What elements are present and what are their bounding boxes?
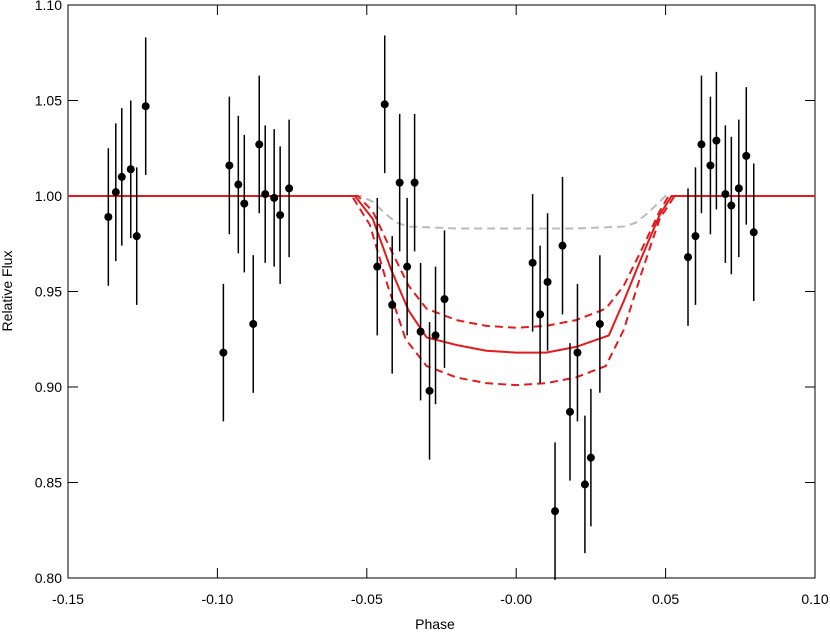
y-tick-label: 0.95 bbox=[35, 284, 62, 300]
data-point bbox=[697, 140, 706, 149]
data-point bbox=[416, 327, 425, 336]
data-point bbox=[395, 178, 404, 187]
data-point bbox=[240, 199, 249, 208]
y-tick-label: 1.00 bbox=[35, 188, 62, 204]
data-point bbox=[742, 151, 751, 160]
y-tick-label: 0.80 bbox=[35, 570, 62, 586]
data-point bbox=[410, 178, 419, 187]
data-point bbox=[249, 319, 258, 328]
data-point bbox=[234, 180, 243, 189]
data-point bbox=[580, 480, 589, 489]
y-axis-label: Relative Flux bbox=[0, 251, 15, 332]
data-point bbox=[403, 262, 412, 271]
data-point bbox=[261, 190, 270, 199]
data-point bbox=[565, 407, 574, 416]
data-point bbox=[543, 277, 552, 286]
data-point bbox=[219, 348, 228, 357]
data-point bbox=[270, 193, 279, 202]
data-point bbox=[528, 258, 537, 267]
y-tick-label: 1.10 bbox=[35, 0, 62, 13]
data-point bbox=[285, 184, 294, 193]
plot-frame bbox=[67, 4, 816, 579]
data-point bbox=[595, 319, 604, 328]
x-axis-label: Phase bbox=[415, 616, 455, 632]
data-point bbox=[431, 331, 440, 340]
x-tick-label: 0.05 bbox=[652, 591, 679, 607]
x-tick-label: -0.10 bbox=[201, 591, 233, 607]
model-line bbox=[68, 195, 815, 230]
model-line bbox=[68, 195, 815, 387]
data-point bbox=[749, 228, 758, 237]
data-point bbox=[111, 188, 120, 197]
data-point bbox=[536, 310, 545, 319]
data-point bbox=[425, 386, 434, 395]
y-tick-label: 0.85 bbox=[35, 475, 62, 491]
data-point bbox=[388, 300, 397, 309]
data-point bbox=[551, 507, 560, 516]
model-line bbox=[68, 195, 815, 329]
data-point bbox=[440, 295, 449, 304]
x-tick-label: -0.05 bbox=[351, 591, 383, 607]
data-point bbox=[721, 190, 730, 199]
y-tick-label: 1.05 bbox=[35, 93, 62, 109]
data-point bbox=[104, 213, 113, 222]
data-point bbox=[225, 161, 234, 170]
data-point bbox=[276, 211, 285, 220]
data-point bbox=[117, 172, 126, 181]
data-point bbox=[573, 348, 582, 357]
data-point bbox=[132, 232, 141, 241]
model-line bbox=[68, 195, 815, 354]
data-point bbox=[684, 253, 693, 262]
data-point bbox=[373, 262, 382, 271]
x-tick-label: -0.00 bbox=[500, 591, 532, 607]
data-point bbox=[727, 201, 736, 210]
data-point bbox=[126, 165, 135, 174]
x-tick-label: -0.15 bbox=[52, 591, 84, 607]
y-tick-label: 0.90 bbox=[35, 379, 62, 395]
data-point bbox=[380, 100, 389, 109]
data-point bbox=[691, 232, 700, 241]
data-point bbox=[586, 453, 595, 462]
data-point bbox=[255, 140, 264, 149]
data-point bbox=[734, 184, 743, 193]
data-point bbox=[712, 136, 721, 145]
data-point bbox=[558, 241, 567, 250]
data-point bbox=[141, 102, 150, 111]
x-tick-label: 0.10 bbox=[801, 591, 828, 607]
data-point bbox=[706, 161, 715, 170]
